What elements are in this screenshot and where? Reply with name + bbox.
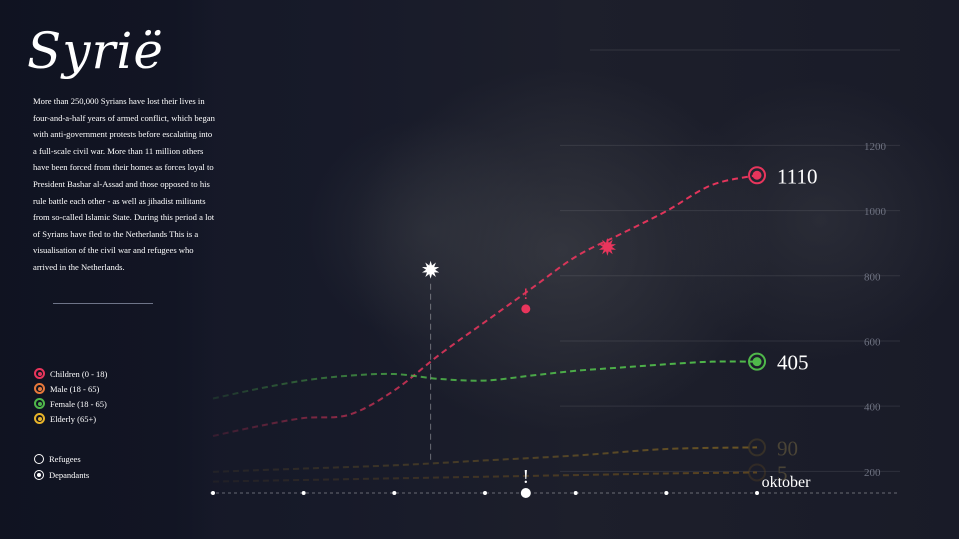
- event-markers: !: [422, 237, 616, 462]
- series-end-label: 5: [777, 461, 788, 485]
- timeline-active-point: [520, 488, 531, 498]
- legend-label: Refugees: [49, 454, 81, 464]
- legend-item-children[interactable]: Children (0 - 18): [34, 366, 107, 381]
- exclamation-icon: !: [523, 286, 528, 303]
- y-tick-label: 800: [864, 271, 881, 283]
- timeline-point: [573, 491, 578, 495]
- grid-lines: 200 400 600 800 1000 1200: [560, 49, 900, 479]
- series-line-male: [212, 471, 758, 483]
- y-tick-label: 200: [864, 467, 881, 479]
- group-legend: Children (0 - 18) Male (18 - 65) Female …: [34, 366, 107, 426]
- y-tick-label: 600: [864, 336, 881, 348]
- starburst-icon: [422, 260, 440, 279]
- divider: [53, 303, 153, 304]
- series-lines: 1110 405 905: [212, 164, 817, 485]
- y-tick-label: 1200: [864, 141, 887, 153]
- y-tick-label: 1000: [864, 206, 887, 218]
- timeline-point: [755, 491, 760, 495]
- timeline-point: [483, 491, 488, 495]
- starburst-icon: [598, 237, 616, 256]
- legend-item-female[interactable]: Female (18 - 65): [34, 396, 107, 411]
- series-end-dot: [752, 170, 762, 180]
- legend-item-dependants[interactable]: Depandants: [34, 467, 89, 483]
- intro-text: More than 250,000 Syrians have lost thei…: [33, 96, 215, 272]
- series-end-label: 405: [777, 351, 809, 375]
- female-dot-icon: [34, 398, 45, 409]
- children-dot-icon: [34, 368, 45, 379]
- elderly-dot-icon: [34, 413, 45, 424]
- male-dot-icon: [34, 383, 45, 394]
- timeline-point: [211, 491, 215, 495]
- legend-label: Male (18 - 65): [50, 383, 100, 394]
- series-end-ring: [748, 166, 767, 185]
- series-end-ring: [748, 438, 767, 457]
- legend-item-refugees[interactable]: Refugees: [34, 451, 89, 467]
- series-end-label: 90: [777, 436, 798, 460]
- timeline-point: [301, 491, 306, 495]
- series-end-ring: [748, 463, 767, 482]
- timeline: !: [210, 466, 900, 498]
- legend-item-elderly[interactable]: Elderly (65+): [34, 411, 107, 426]
- legend-label: Elderly (65+): [50, 413, 97, 424]
- ring-dot-icon: [34, 470, 44, 480]
- series-end-dot: [752, 357, 762, 367]
- ring-icon: [34, 454, 44, 464]
- series-line-elderly: [212, 446, 758, 473]
- page-title: Syrië: [27, 22, 164, 80]
- legend-label: Children (0 - 18): [50, 368, 108, 379]
- event-dot: [521, 304, 531, 314]
- series-line-children: [212, 174, 758, 437]
- sidebar-shade: [0, 0, 215, 539]
- timeline-marker: !: [522, 466, 529, 488]
- timeline-month-label: oktober: [762, 474, 812, 491]
- legend-label: Depandants: [49, 470, 90, 480]
- series-end-label: 1110: [777, 164, 817, 188]
- y-tick-label: 400: [864, 402, 881, 414]
- type-legend: Refugees Depandants: [34, 451, 89, 483]
- series-line-female: [212, 360, 758, 400]
- series-end-ring: [748, 352, 767, 371]
- legend-label: Female (18 - 65): [50, 398, 107, 409]
- timeline-point: [664, 491, 669, 495]
- timeline-point: [392, 491, 397, 495]
- legend-item-male[interactable]: Male (18 - 65): [34, 381, 107, 396]
